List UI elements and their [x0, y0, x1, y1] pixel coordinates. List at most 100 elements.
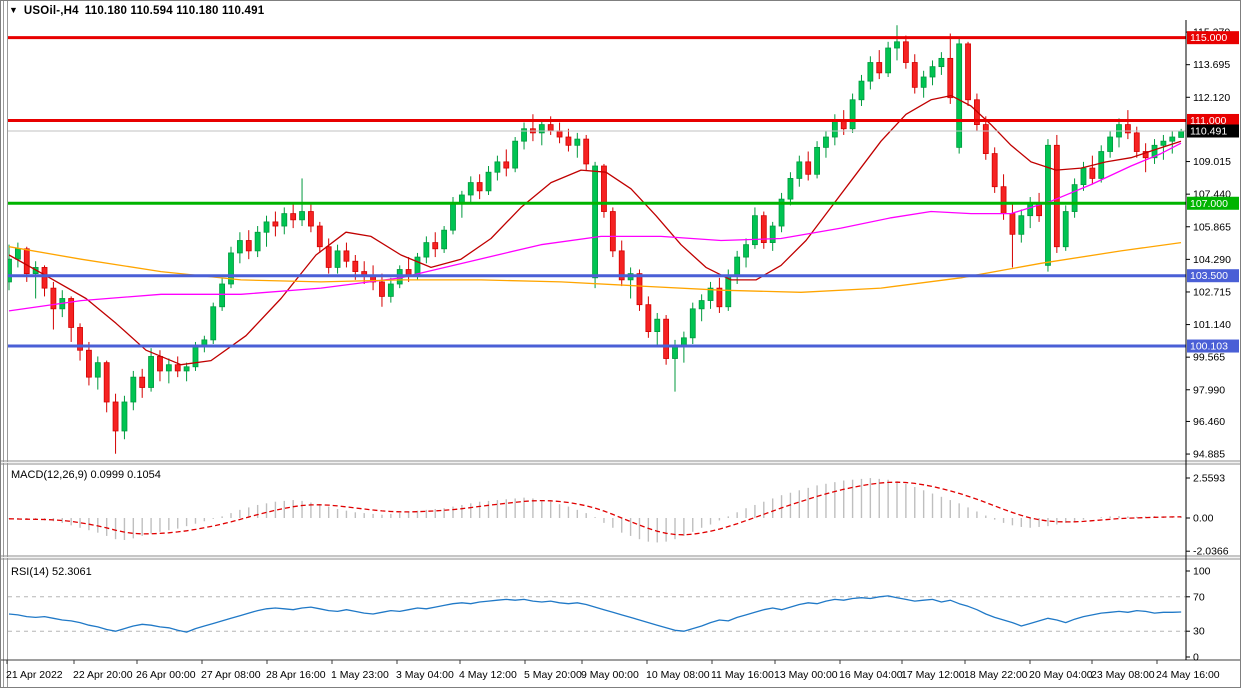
price-tick-label: 96.460 [1193, 416, 1225, 428]
price-badge [1187, 124, 1239, 138]
macd-indicator-label: MACD(12,26,9) 0.0999 0.1054 [11, 469, 161, 481]
candle [228, 252, 234, 285]
candle [823, 136, 829, 148]
sep-macd-rsi[interactable] [1, 555, 1241, 560]
candle [618, 250, 625, 281]
candle [1080, 167, 1087, 186]
macd-panel [8, 478, 1182, 543]
time-tick-label: 16 May 04:00 [839, 669, 903, 681]
candle [645, 304, 652, 333]
candle [308, 211, 314, 227]
symbol-dropdown-icon[interactable]: ▼ [9, 5, 18, 15]
rsi-panel [8, 595, 1186, 633]
candle [325, 246, 332, 268]
price-tick-label: 113.695 [1193, 59, 1230, 71]
candle [698, 300, 705, 310]
candle [379, 281, 385, 297]
price-tick-label: 101.140 [1193, 319, 1231, 331]
candle [423, 242, 430, 258]
candle [1062, 211, 1069, 248]
candle [23, 248, 30, 275]
candle [1107, 136, 1114, 152]
candle [254, 231, 261, 252]
price-tick-label: 94.885 [1193, 449, 1225, 461]
candle [521, 128, 527, 142]
candle [334, 250, 341, 268]
time-tick-label: 5 May 20:00 [524, 669, 582, 681]
candle [902, 41, 909, 63]
sep-main-macd[interactable] [1, 460, 1241, 465]
candle [245, 240, 252, 252]
time-tick-label: 27 Apr 08:00 [201, 669, 261, 681]
candle [103, 362, 110, 403]
candle [663, 318, 670, 359]
candle [583, 138, 590, 165]
candle [68, 298, 75, 328]
rsi-tick-label: 70 [1193, 591, 1205, 603]
candle [174, 364, 181, 372]
candle [654, 318, 661, 333]
price-badge [1187, 269, 1239, 283]
candle [894, 41, 900, 49]
candle [1045, 144, 1051, 266]
candle [41, 267, 48, 289]
candle [752, 215, 758, 246]
candle [778, 198, 785, 227]
candle [1009, 213, 1016, 235]
plot-area[interactable] [7, 25, 1187, 633]
price-tick-label: 104.290 [1193, 254, 1231, 266]
price-badge-label: 100.103 [1190, 341, 1228, 353]
candle [636, 273, 643, 306]
candle [716, 287, 723, 308]
macd-tick-label: -2.0366 [1193, 546, 1229, 558]
candle [956, 43, 963, 148]
time-tick-label: 9 May 00:00 [581, 669, 639, 681]
candle [1098, 151, 1105, 179]
candle [77, 327, 83, 351]
candle [734, 256, 741, 277]
time-tick-label: 28 Apr 16:00 [266, 669, 326, 681]
price-axis[interactable]: 115.270113.695112.120109.015107.440105.8… [1185, 20, 1239, 664]
candle [592, 165, 598, 279]
candle [601, 165, 607, 212]
rsi-tick-label: 0 [1193, 652, 1199, 664]
candle [272, 221, 279, 227]
price-tick-label: 112.120 [1193, 92, 1230, 104]
candle [148, 356, 154, 388]
candle [210, 306, 217, 341]
candle [121, 401, 128, 432]
candle [343, 250, 350, 262]
candle [1124, 124, 1131, 134]
candle [1089, 167, 1096, 179]
time-tick-label: 20 May 04:00 [1029, 669, 1093, 681]
candle [707, 287, 714, 301]
title-ohlc-values: 110.180 110.594 110.180 110.491 [84, 4, 265, 17]
price-badge-label: 103.500 [1190, 270, 1228, 282]
candle [876, 62, 883, 74]
price-tick-label: 105.865 [1193, 221, 1231, 233]
price-badge [1187, 339, 1239, 353]
candle [94, 362, 101, 378]
candle [281, 213, 288, 227]
candle [725, 275, 732, 308]
window-left-splitter[interactable] [1, 1, 8, 687]
candle [299, 211, 305, 221]
price-badge-label: 107.000 [1190, 198, 1228, 210]
candle [139, 376, 146, 388]
candle [565, 136, 572, 146]
time-tick-label: 23 May 08:00 [1091, 669, 1155, 681]
time-axis[interactable]: 21 Apr 2022 22 Apr 20:00 26 Apr 00:00 27 Ap… [6, 660, 1220, 681]
candle [947, 57, 954, 99]
candle [885, 47, 892, 74]
time-tick-label: 22 Apr 20:00 [73, 669, 133, 681]
candle [743, 244, 749, 258]
candle [219, 283, 226, 308]
time-tick-label: 4 May 12:00 [459, 669, 517, 681]
candle [485, 171, 492, 192]
candle [805, 161, 812, 175]
candle [867, 62, 874, 82]
candle [352, 260, 359, 272]
candle [760, 215, 767, 243]
